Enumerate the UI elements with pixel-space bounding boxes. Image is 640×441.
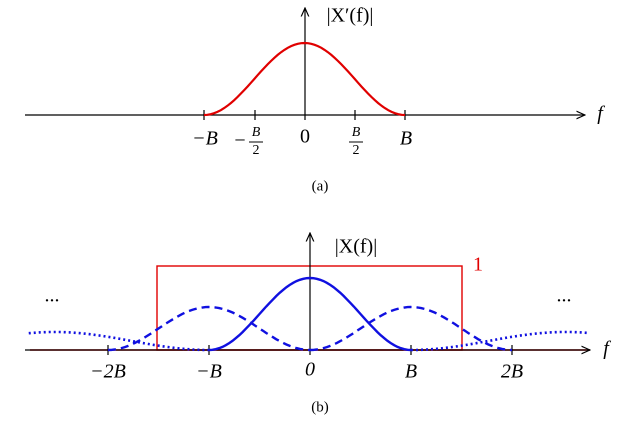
tick-label: −2B (90, 361, 126, 383)
ellipsis: ... (557, 285, 572, 307)
spectrum-curve (203, 41, 406, 117)
tick-label: −B (192, 128, 218, 150)
tick-label: B (405, 361, 417, 383)
tick-sign: − (234, 130, 245, 152)
caption: (b) (311, 399, 329, 415)
tick-label: 0 (300, 126, 310, 148)
x-label: f (597, 103, 605, 125)
tick-label: 2B (501, 361, 523, 383)
second-sidelobes (28, 330, 588, 352)
panel-b: −2B −B 0 B 2B 1 ... ... f |X(f)| (b) (25, 233, 611, 415)
tick-label: 0 (305, 359, 315, 381)
y-label: |X′(f)| (327, 5, 374, 27)
caption: (a) (312, 178, 329, 194)
x-label: f (603, 338, 611, 360)
height-label: 1 (473, 254, 483, 276)
tick-den: 2 (353, 143, 360, 158)
first-sidelobes (107, 305, 513, 352)
y-label: |X(f)| (335, 236, 377, 258)
tick-den: 2 (253, 143, 260, 158)
panel-a: −B 0 B − B 2 B 2 f |X′(f)| (a) (25, 5, 605, 194)
tick-label: B (400, 128, 412, 150)
tick-label: −B (196, 361, 222, 383)
ellipsis: ... (45, 285, 60, 307)
main-lobe (208, 276, 412, 352)
tick-num: B (252, 125, 261, 140)
tick-num: B (352, 125, 361, 140)
